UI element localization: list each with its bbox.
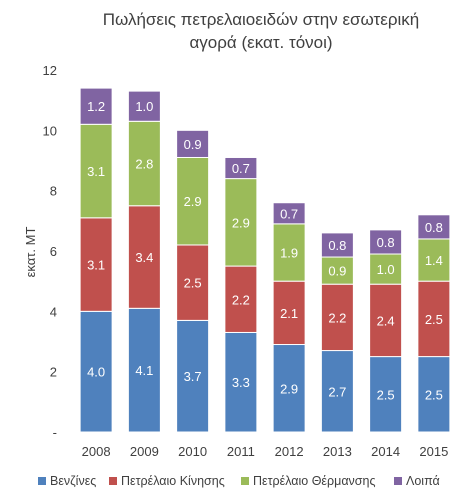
data-label: 3.3 (232, 375, 250, 390)
bar-segment (79, 87, 113, 125)
y-tick-label: 10 (43, 123, 57, 138)
data-label: 0.9 (184, 137, 202, 152)
data-label: 3.1 (87, 164, 105, 179)
bar-segment (417, 280, 451, 358)
bar-segment (369, 229, 403, 255)
data-label: 3.1 (87, 258, 105, 273)
legend-swatch (394, 477, 402, 485)
data-label: 2.4 (377, 313, 395, 328)
data-label: 2.8 (135, 157, 153, 172)
legend: Βενζίνες Πετρέλαιο Κίνησης Πετρέλαιο Θέρμα… (38, 474, 440, 488)
bar-segment (369, 356, 403, 433)
chart-title-line-2: αγορά (εκατ. τόνοι) (189, 33, 332, 52)
legend-label: Πετρέλαιο Κίνησης (121, 474, 225, 488)
data-label: 2.5 (184, 276, 202, 291)
data-label: 3.7 (184, 369, 202, 384)
bar-segment (272, 202, 306, 225)
bar-segment (272, 280, 306, 346)
bar-segment (176, 156, 210, 246)
bar-segment (176, 129, 210, 158)
bar-segment (417, 214, 451, 240)
bar-segment (127, 120, 161, 207)
x-tick-label: 2014 (371, 444, 400, 459)
data-label: 2.1 (280, 306, 298, 321)
data-label: 2.5 (425, 387, 443, 402)
data-label: 0.7 (232, 161, 250, 176)
x-tick-label: 2015 (419, 444, 448, 459)
data-label: 1.2 (87, 99, 105, 114)
legend-swatch (241, 477, 249, 485)
y-tick-label: 8 (50, 184, 57, 199)
data-label: 3.4 (135, 250, 153, 265)
y-tick-label: 4 (50, 304, 57, 319)
bar-segment (272, 344, 306, 433)
data-label: 4.1 (135, 363, 153, 378)
y-tick-label: 6 (50, 244, 57, 259)
x-tick-label: 2013 (323, 444, 352, 459)
bar-segment (369, 253, 403, 285)
data-label: 2.9 (232, 215, 250, 230)
data-label: 2.5 (377, 387, 395, 402)
legend-swatch (109, 477, 117, 485)
data-label: 1.4 (425, 253, 443, 268)
bar-segment (127, 307, 161, 433)
data-label: 0.8 (425, 220, 443, 235)
bar-segment (320, 350, 354, 433)
x-tick-label: 2010 (178, 444, 207, 459)
data-label: 0.8 (328, 238, 346, 253)
data-label: 1.0 (135, 99, 153, 114)
data-label: 1.0 (377, 262, 395, 277)
bar-segment (224, 156, 258, 180)
bar-segment (320, 232, 354, 258)
y-tick-label: - (53, 425, 57, 440)
bar-segment (176, 244, 210, 321)
y-tick-label: 12 (43, 63, 57, 78)
x-tick-label: 2009 (130, 444, 159, 459)
x-tick-label: 2011 (227, 444, 255, 459)
bar-segment (417, 238, 451, 282)
bar-segment (79, 310, 113, 433)
legend-label: Πετρέλαιο Θέρμανσης (253, 474, 376, 488)
bar-segment (320, 283, 354, 352)
bar-segment (127, 205, 161, 309)
x-tick-label: 2008 (82, 444, 111, 459)
bar-segment (79, 217, 113, 312)
bar-segment (224, 178, 258, 267)
data-label: 0.8 (377, 235, 395, 250)
data-label: 2.2 (328, 310, 346, 325)
x-tick-label: 2012 (275, 444, 304, 459)
bar-segment (176, 319, 210, 433)
bars-group: 4.0 3.1 3.1 1.2 4.1 3.4 2.8 1.0 3.7 2.5 2.9 0.9 3.3 2… (79, 87, 451, 433)
data-label: 2.7 (328, 384, 346, 399)
legend-label: Βενζίνες (50, 474, 96, 488)
data-label: 0.7 (280, 206, 298, 221)
data-label: 4.0 (87, 365, 105, 380)
y-axis-ticks: - 2 4 6 8 10 12 (43, 63, 57, 440)
data-label: 0.9 (328, 264, 346, 279)
y-tick-label: 2 (50, 365, 57, 380)
data-label: 2.9 (184, 194, 202, 209)
legend-swatch (38, 477, 46, 485)
bar-segment (272, 223, 306, 282)
data-label: 2.9 (280, 381, 298, 396)
data-label: 2.2 (232, 292, 250, 307)
legend-label: Λοιπά (406, 474, 440, 488)
bar-segment (127, 90, 161, 122)
bar-segment (224, 331, 258, 433)
chart-title-line-1: Πωλήσεις πετρελαιοειδών στην εσωτερική (103, 10, 420, 29)
data-label: 1.9 (280, 246, 298, 261)
y-axis-label: εκατ. ΜΤ (23, 227, 38, 278)
x-axis-ticks: 2008 2009 2010 2011 2012 2013 2014 2015 (82, 444, 449, 459)
bar-segment (320, 256, 354, 285)
data-label: 2.5 (425, 312, 443, 327)
